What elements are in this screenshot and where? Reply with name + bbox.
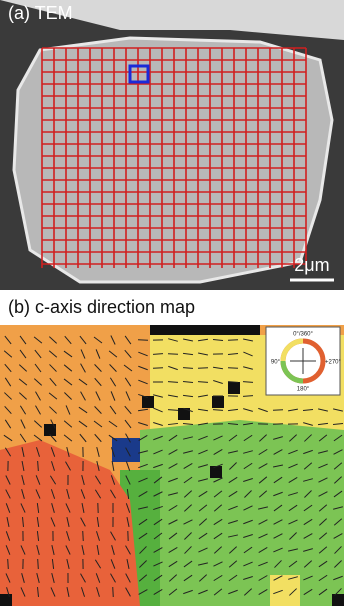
panel-label: (b) c-axis direction map — [8, 297, 195, 317]
legend-label: +270° — [325, 360, 342, 366]
masked-cell — [142, 396, 154, 408]
page: (a) TEM 2μm (b) c-axis direction map 0°/… — [0, 0, 344, 606]
direction-dash — [8, 559, 9, 569]
scale-bar-label: 2μm — [294, 255, 329, 275]
masked-cell — [210, 466, 222, 478]
direction-dash — [243, 396, 253, 397]
direction-dash — [168, 354, 178, 355]
masked-cell — [150, 325, 260, 335]
masked-cell — [228, 382, 240, 394]
panel-label: (a) TEM — [8, 3, 73, 23]
direction-dash — [273, 424, 283, 425]
masked-cell — [112, 438, 140, 462]
direction-dash — [243, 382, 253, 383]
direction-dash — [83, 531, 84, 541]
legend-label: 90° — [271, 360, 281, 366]
direction-dash — [113, 587, 114, 597]
direction-dash — [228, 382, 238, 383]
direction-dash — [38, 559, 39, 569]
figure: (a) TEM 2μm (b) c-axis direction map 0°/… — [0, 0, 344, 606]
green-region — [140, 420, 344, 606]
direction-dash — [228, 340, 238, 341]
direction-dash — [168, 382, 178, 383]
masked-cell — [212, 396, 224, 408]
masked-cell — [332, 594, 344, 606]
direction-dash — [198, 368, 208, 369]
masked-cell — [0, 594, 12, 606]
direction-dash — [198, 382, 208, 383]
legend-label: 0°/360° — [293, 332, 313, 338]
crystal — [14, 38, 332, 282]
direction-dash — [153, 368, 163, 369]
legend-label: 180° — [297, 387, 310, 393]
